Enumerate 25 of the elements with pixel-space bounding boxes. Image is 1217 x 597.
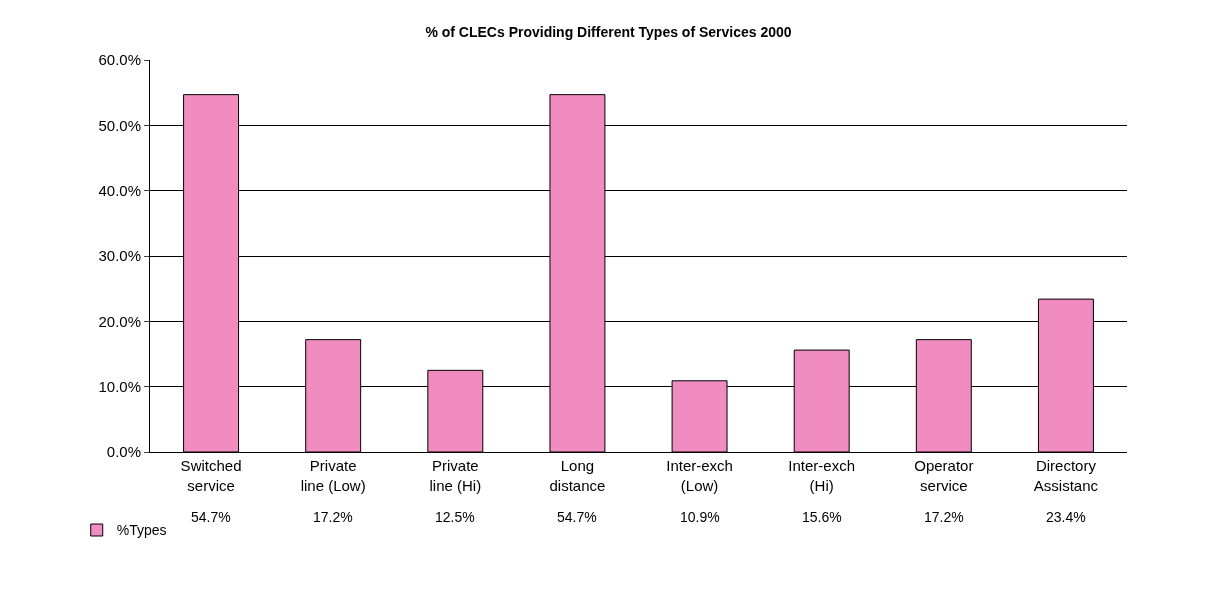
x-tick-label: Inter-exch (Hi) bbox=[788, 457, 856, 494]
data-label: 12.5% bbox=[435, 509, 475, 525]
data-label: 54.7% bbox=[191, 509, 231, 525]
data-label: 17.2% bbox=[924, 509, 964, 525]
y-tick-label: 10.0% bbox=[98, 377, 141, 395]
x-tick-label: Long distance bbox=[549, 457, 606, 494]
chart-title: % of CLECs Providing Different Types of Services 2000 bbox=[425, 23, 792, 40]
data-label: 54.7% bbox=[557, 509, 597, 525]
data-label: 10.9% bbox=[680, 509, 720, 525]
data-label: 17.2% bbox=[313, 509, 353, 525]
data-label: 15.6% bbox=[802, 509, 842, 525]
legend-label: %Types bbox=[116, 522, 167, 539]
y-tick-label: 0.0% bbox=[106, 443, 141, 461]
x-tick-label: Switched service bbox=[180, 457, 242, 494]
data-label: 23.4% bbox=[1046, 509, 1086, 525]
x-tick-label: Directory Assistanc bbox=[1033, 457, 1099, 494]
y-tick-label: 50.0% bbox=[98, 116, 141, 134]
x-tick-label: Private line (Hi) bbox=[429, 457, 482, 494]
x-tick-label: Private line (Low) bbox=[300, 457, 366, 494]
x-tick-label: Inter-exch (Low) bbox=[666, 457, 733, 494]
y-tick-label: 40.0% bbox=[98, 181, 141, 199]
x-tick-label: Operator service bbox=[914, 457, 974, 494]
y-tick-label: 20.0% bbox=[98, 312, 141, 330]
y-tick-label: 30.0% bbox=[98, 247, 141, 265]
y-tick-label: 60.0% bbox=[98, 51, 141, 69]
